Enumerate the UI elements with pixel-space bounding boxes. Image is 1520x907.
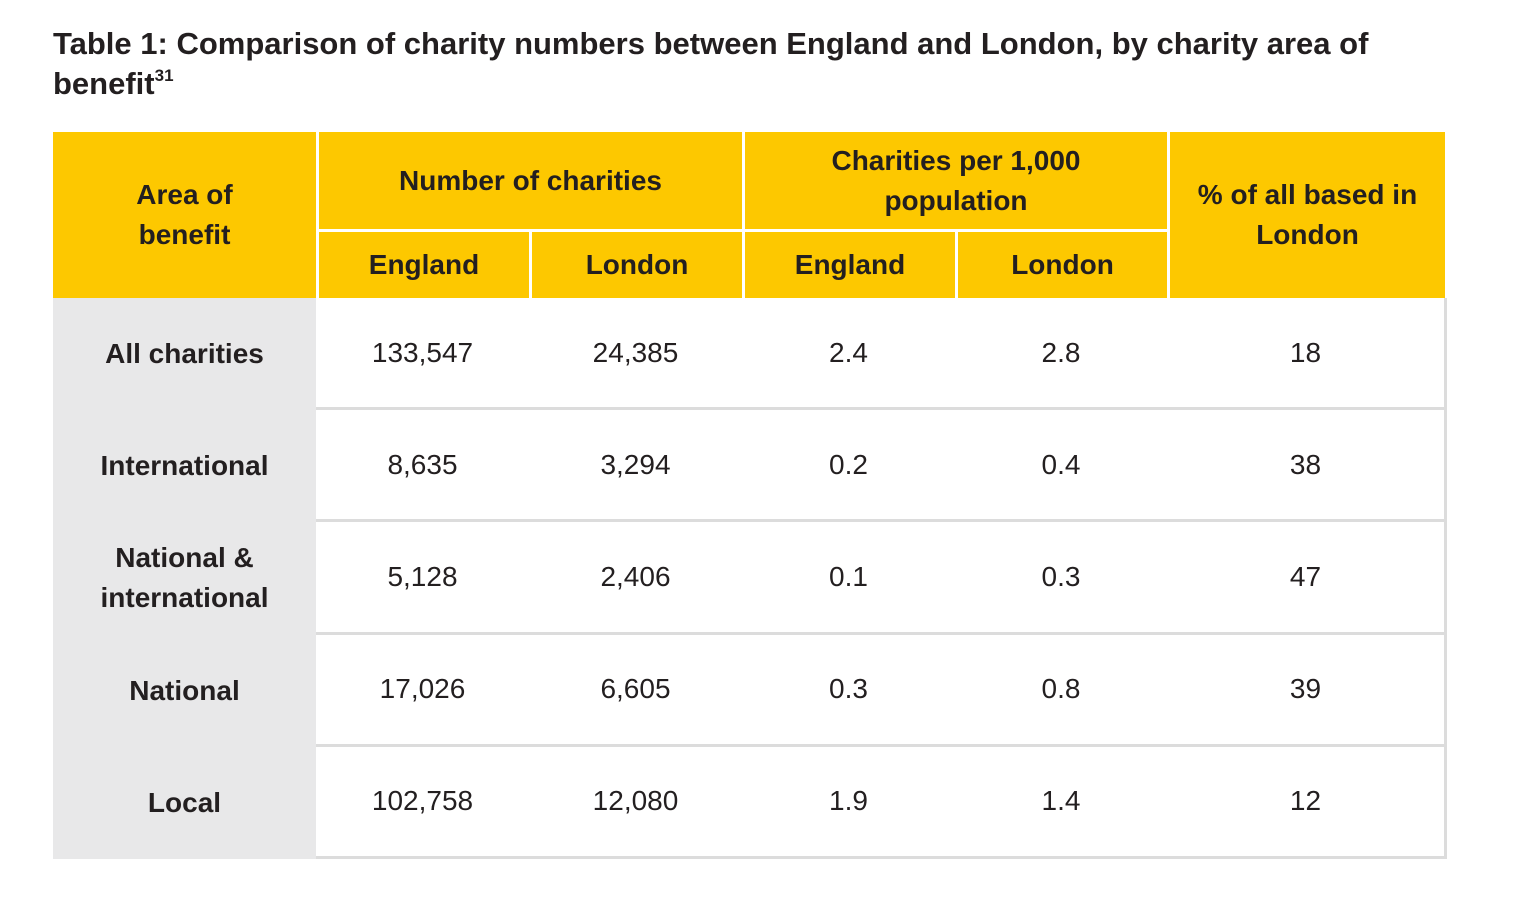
row-label: Local bbox=[53, 746, 316, 859]
data-cell-text: 39 bbox=[1289, 673, 1322, 705]
data-cell: 6,605 bbox=[529, 634, 745, 747]
data-cell-text: 12,080 bbox=[592, 785, 679, 817]
data-cell: 2,406 bbox=[529, 522, 745, 635]
data-cell: 12 bbox=[1167, 746, 1447, 859]
data-cell-text: 38 bbox=[1289, 448, 1322, 480]
data-cell-text: 133,547 bbox=[371, 336, 474, 368]
data-cell-text: 0.8 bbox=[1041, 673, 1081, 705]
subheader-cell: London bbox=[532, 232, 742, 298]
row-label: National bbox=[53, 634, 316, 747]
data-cell-text: 2.8 bbox=[1041, 336, 1081, 368]
data-cell: 39 bbox=[1167, 634, 1447, 747]
data-cell: 17,026 bbox=[316, 634, 532, 747]
header-cell-text: Area of benefit bbox=[136, 179, 233, 250]
footnote-marker: 31 bbox=[154, 66, 174, 85]
row-label-text: All charities bbox=[105, 338, 264, 370]
data-cell: 2.8 bbox=[955, 298, 1170, 411]
data-cell-text: 5,128 bbox=[387, 560, 458, 592]
data-cell: 0.4 bbox=[955, 410, 1170, 523]
title-text: Table 1: Comparison of charity numbers b… bbox=[53, 26, 1369, 101]
data-cell-text: 0.4 bbox=[1041, 448, 1081, 480]
subheader-cell-text: London bbox=[1011, 249, 1114, 280]
data-cell-text: 102,758 bbox=[371, 785, 474, 817]
row-label-text: National bbox=[129, 674, 240, 706]
header-cell: Charities per 1,000 population bbox=[745, 132, 1167, 229]
subheader-cell: London bbox=[958, 232, 1167, 298]
data-cell-text: 2.4 bbox=[829, 336, 868, 368]
data-cell-text: 47 bbox=[1289, 560, 1322, 592]
data-cell-text: 18 bbox=[1289, 336, 1322, 368]
header-cell: % of all based in London bbox=[1170, 132, 1445, 298]
header-cell: Number of charities bbox=[319, 132, 742, 229]
data-cell-text: 1.4 bbox=[1041, 785, 1081, 817]
row-label-text: National & international bbox=[100, 542, 269, 614]
data-cell: 12,080 bbox=[529, 746, 745, 859]
data-cell: 0.1 bbox=[742, 522, 958, 635]
data-cell-text: 0.2 bbox=[829, 448, 868, 480]
data-cell: 133,547 bbox=[316, 298, 532, 411]
subheader-cell-text: England bbox=[794, 249, 906, 280]
data-cell: 0.8 bbox=[955, 634, 1170, 747]
data-cell: 0.3 bbox=[955, 522, 1170, 635]
data-cell: 0.3 bbox=[742, 634, 958, 747]
subheader-cell: England bbox=[319, 232, 529, 298]
data-cell-text: 3,294 bbox=[600, 448, 671, 480]
row-label: International bbox=[53, 410, 316, 523]
data-cell-text: 6,605 bbox=[600, 673, 671, 705]
header-cell-text: % of all based in London bbox=[1197, 179, 1418, 250]
table-title: Table 1: Comparison of charity numbers b… bbox=[53, 24, 1453, 104]
data-cell: 47 bbox=[1167, 522, 1447, 635]
data-cell: 18 bbox=[1167, 298, 1447, 411]
data-cell-text: 0.3 bbox=[829, 673, 868, 705]
row-label: All charities bbox=[53, 298, 316, 411]
data-cell: 38 bbox=[1167, 410, 1447, 523]
data-cell: 2.4 bbox=[742, 298, 958, 411]
data-cell: 0.2 bbox=[742, 410, 958, 523]
data-cell-text: 24,385 bbox=[592, 336, 679, 368]
subheader-cell-text: London bbox=[585, 249, 689, 280]
row-label-text: International bbox=[100, 450, 269, 482]
data-cell: 8,635 bbox=[316, 410, 532, 523]
data-cell: 1.4 bbox=[955, 746, 1170, 859]
data-cell-text: 17,026 bbox=[379, 673, 466, 705]
subheader-cell-text: England bbox=[368, 249, 480, 280]
header-cell: Area of benefit bbox=[53, 132, 316, 298]
data-cell-text: 0.1 bbox=[829, 560, 868, 592]
data-cell-text: 12 bbox=[1289, 785, 1322, 817]
data-cell: 24,385 bbox=[529, 298, 745, 411]
data-cell: 1.9 bbox=[742, 746, 958, 859]
data-cell-text: 0.3 bbox=[1041, 560, 1081, 592]
data-cell-text: 1.9 bbox=[829, 785, 868, 817]
row-label: National & international bbox=[53, 522, 316, 635]
header-cell-text: Number of charities bbox=[399, 164, 662, 196]
subheader-cell: England bbox=[745, 232, 955, 298]
data-cell-text: 2,406 bbox=[600, 560, 671, 592]
header-cell-text: Charities per 1,000 population bbox=[831, 144, 1081, 216]
row-label-text: Local bbox=[147, 786, 222, 818]
data-cell: 102,758 bbox=[316, 746, 532, 859]
data-cell: 5,128 bbox=[316, 522, 532, 635]
data-cell: 3,294 bbox=[529, 410, 745, 523]
data-cell-text: 8,635 bbox=[387, 448, 458, 480]
